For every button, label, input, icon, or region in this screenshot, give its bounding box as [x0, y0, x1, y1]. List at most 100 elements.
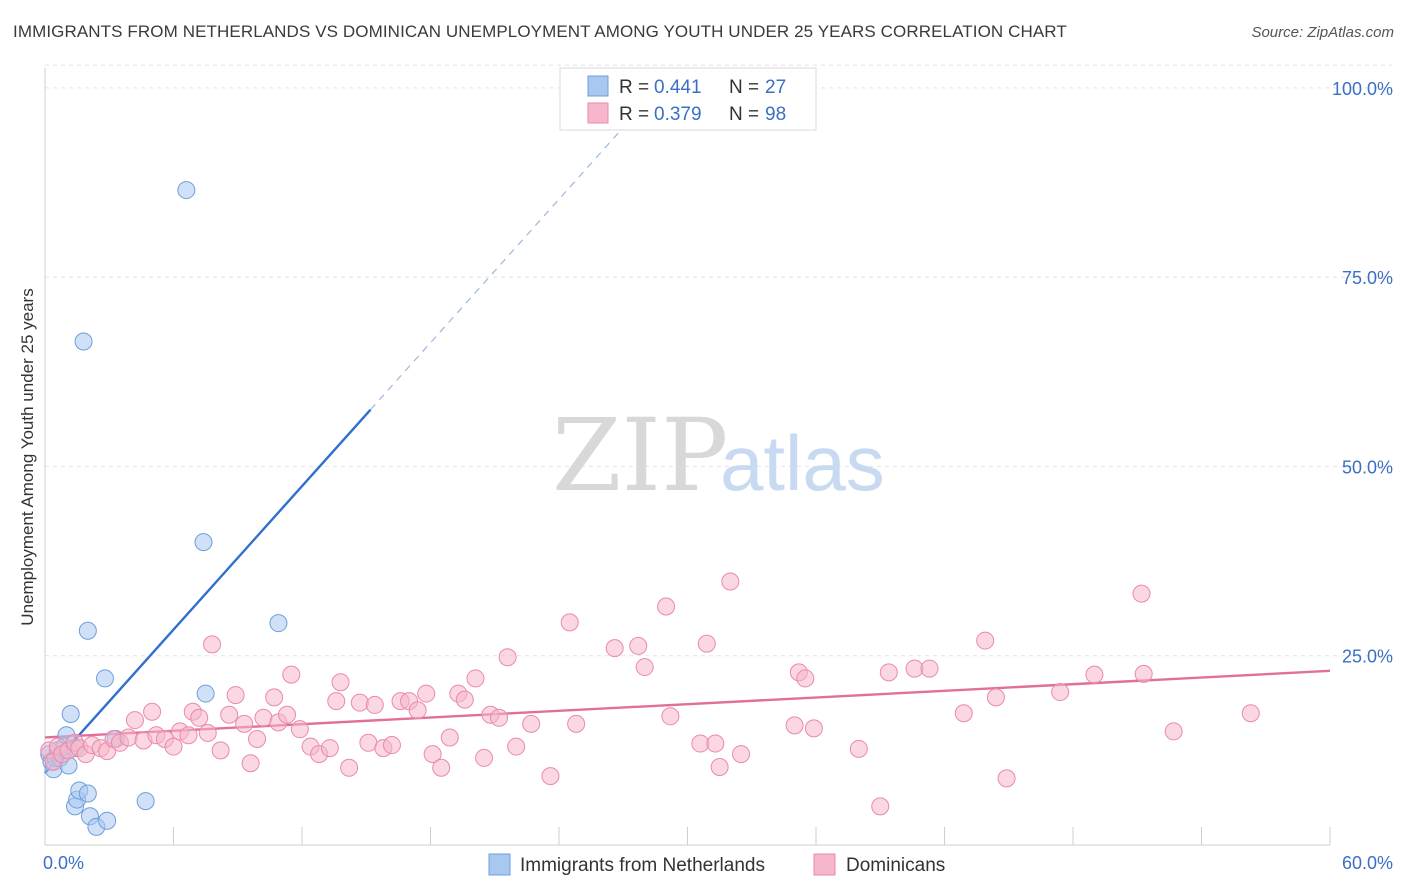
- point-dominicans: [560, 613, 579, 632]
- legend-n-label-dominicans: N =: [729, 104, 759, 125]
- point-dominicans: [282, 665, 301, 684]
- axes: [44, 68, 1331, 846]
- point-dominicans: [226, 686, 245, 705]
- point-netherlands: [98, 811, 117, 830]
- point-dominicans: [567, 714, 586, 733]
- y-tick-label: 50.0%: [1342, 457, 1393, 477]
- point-dominicans: [423, 745, 442, 764]
- point-dominicans: [661, 707, 680, 726]
- point-dominicans: [691, 734, 710, 753]
- point-dominicans: [635, 658, 654, 677]
- point-dominicans: [920, 659, 939, 678]
- point-netherlands: [269, 614, 288, 633]
- point-dominicans: [475, 748, 494, 767]
- point-dominicans: [331, 673, 350, 692]
- y-tick-label: 100.0%: [1332, 79, 1393, 99]
- point-dominicans: [804, 719, 823, 738]
- point-dominicans: [732, 745, 751, 764]
- point-dominicans: [220, 705, 239, 724]
- point-dominicans: [986, 688, 1005, 707]
- point-dominicans: [1164, 722, 1183, 741]
- legend-n-label-netherlands: N =: [729, 77, 759, 98]
- watermark-atlas: atlas: [720, 419, 885, 507]
- legend-n-value-dominicans: 98: [765, 104, 786, 125]
- point-dominicans: [350, 693, 369, 712]
- point-netherlands: [74, 332, 93, 351]
- legend-n-value-netherlands: 27: [765, 77, 786, 98]
- point-dominicans: [254, 708, 273, 727]
- x-tick-label: 60.0%: [1342, 853, 1393, 873]
- point-dominicans: [1051, 683, 1070, 702]
- point-netherlands: [196, 684, 215, 703]
- legend-bottom-label-netherlands: Immigrants from Netherlands: [520, 855, 765, 876]
- point-dominicans: [710, 758, 729, 777]
- point-dominicans: [879, 663, 898, 682]
- point-dominicans: [417, 684, 436, 703]
- point-dominicans: [507, 737, 526, 756]
- point-netherlands: [95, 669, 114, 688]
- point-dominicans: [432, 758, 451, 777]
- point-dominicans: [179, 726, 198, 745]
- point-netherlands: [136, 792, 155, 811]
- trend-line-dominicans: [44, 669, 1331, 739]
- point-dominicans: [997, 769, 1016, 788]
- point-netherlands: [194, 533, 213, 552]
- point-dominicans: [796, 669, 815, 688]
- point-dominicans: [241, 754, 260, 773]
- point-dominicans: [359, 733, 378, 752]
- legend-bottom-label-dominicans: Dominicans: [846, 855, 945, 876]
- point-dominicans: [265, 688, 284, 707]
- point-dominicans: [954, 704, 973, 723]
- point-dominicans: [466, 669, 485, 688]
- legend-bottom-swatch-netherlands: [488, 853, 511, 876]
- point-dominicans: [365, 695, 384, 714]
- point-dominicans: [697, 634, 716, 653]
- legend-swatch-netherlands: [587, 75, 609, 97]
- point-dominicans: [119, 728, 138, 747]
- point-dominicans: [320, 739, 339, 758]
- point-dominicans: [785, 716, 804, 735]
- point-dominicans: [706, 734, 725, 753]
- scatter-points: [40, 181, 1260, 836]
- point-dominicans: [143, 702, 162, 721]
- chart-source: Source: ZipAtlas.com: [1251, 24, 1394, 41]
- point-dominicans: [455, 690, 474, 709]
- point-dominicans: [278, 705, 297, 724]
- point-dominicans: [290, 720, 309, 739]
- point-dominicans: [340, 758, 359, 777]
- point-dominicans: [190, 708, 209, 727]
- legend-r-value-dominicans: 0.379: [654, 104, 702, 125]
- y-tick-label: 75.0%: [1342, 268, 1393, 288]
- point-dominicans: [235, 714, 254, 733]
- point-dominicans: [522, 714, 541, 733]
- point-dominicans: [125, 711, 144, 730]
- point-dominicans: [211, 741, 230, 760]
- grid-lines: [45, 64, 1392, 657]
- point-dominicans: [164, 737, 183, 756]
- legend-swatch-dominicans: [587, 102, 609, 124]
- point-dominicans: [905, 659, 924, 678]
- point-dominicans: [382, 736, 401, 755]
- point-dominicans: [541, 767, 560, 786]
- point-dominicans: [490, 708, 509, 727]
- trend-line-netherlands-extension: [370, 131, 620, 411]
- point-dominicans: [657, 597, 676, 616]
- watermark: ZIP atlas: [552, 397, 885, 514]
- point-dominicans: [498, 648, 517, 667]
- point-netherlands: [61, 705, 80, 724]
- point-dominicans: [849, 739, 868, 758]
- point-dominicans: [976, 631, 995, 650]
- point-dominicans: [1132, 584, 1151, 603]
- point-dominicans: [327, 692, 346, 711]
- legend-r-label-dominicans: R =: [619, 104, 649, 125]
- trend-line-netherlands: [44, 408, 372, 774]
- legend-bottom: Immigrants from Netherlands Dominicans: [488, 853, 945, 876]
- point-dominicans: [1085, 665, 1104, 684]
- point-dominicans: [440, 728, 459, 747]
- legend-r-value-netherlands: 0.441: [654, 77, 702, 98]
- y-axis-label: Unemployment Among Youth under 25 years: [18, 288, 37, 625]
- point-dominicans: [1134, 664, 1153, 683]
- tick-labels: 25.0% 50.0% 75.0% 100.0% 0.0% 60.0%: [43, 79, 1393, 873]
- y-tick-label: 25.0%: [1342, 647, 1393, 667]
